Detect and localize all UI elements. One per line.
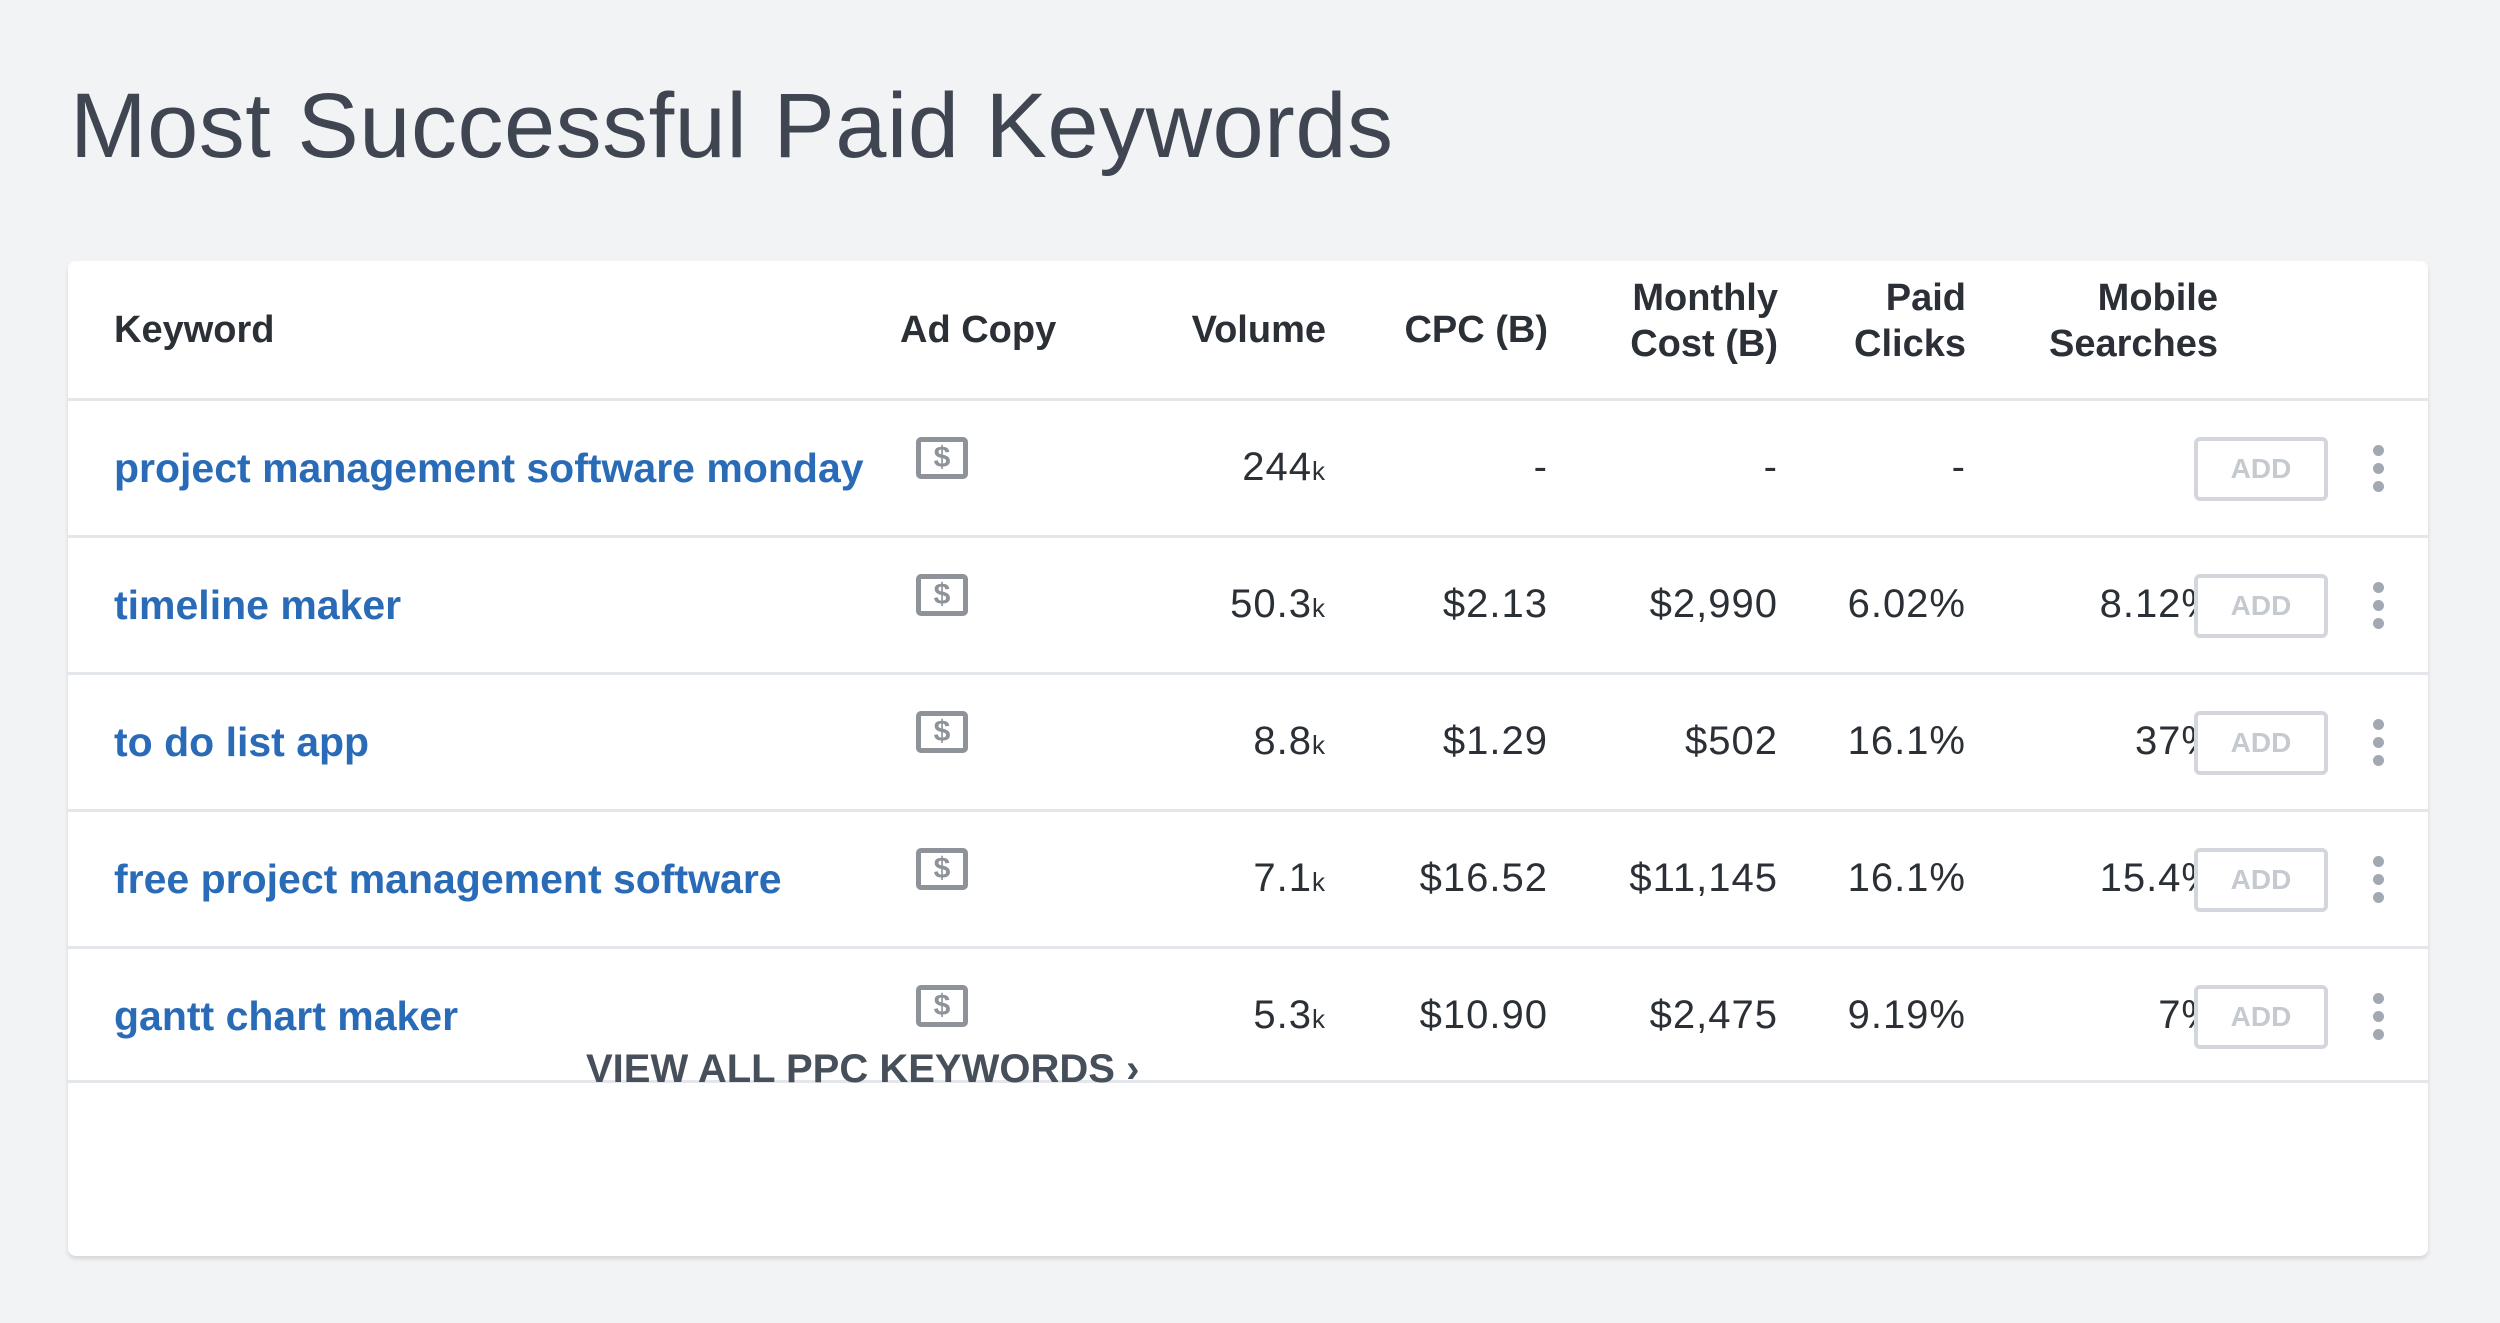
volume-unit: k: [1312, 1004, 1326, 1034]
header-paid-clicks: Paid Clicks: [1854, 275, 1966, 367]
keyword-link[interactable]: gantt chart maker: [114, 993, 459, 1039]
monthly-cost-value: $11,145: [1629, 856, 1778, 900]
table-row: to do list app $8.8k $1.29 $502 16.1% 37% ADD: [68, 675, 2428, 812]
volume-value: 5.3k: [1253, 993, 1326, 1038]
ad-copy-dollar-icon[interactable]: $: [916, 711, 968, 753]
volume-number: 5.3: [1253, 993, 1312, 1037]
header-paid-clicks-line2: Clicks: [1854, 323, 1966, 365]
cpc-value: $16.52: [1419, 856, 1548, 900]
cpc-value: $2.13: [1442, 582, 1548, 626]
volume-value: 8.8k: [1253, 719, 1326, 764]
keyword-link[interactable]: to do list app: [114, 719, 370, 765]
more-options-icon[interactable]: [2368, 582, 2388, 629]
add-keyword-button[interactable]: ADD: [2194, 711, 2328, 775]
header-volume: Volume: [1191, 309, 1326, 351]
paid-clicks-value: 16.1%: [1847, 856, 1966, 900]
header-monthly-cost: Monthly Cost (B): [1630, 275, 1778, 367]
header-monthly-cost-line2: Cost (B): [1630, 323, 1778, 365]
view-all-label: VIEW ALL PPC KEYWORDS: [586, 1047, 1115, 1091]
header-ad-copy: Ad Copy: [900, 309, 1057, 351]
add-keyword-button[interactable]: ADD: [2194, 985, 2328, 1049]
keywords-card: Keyword Ad Copy Volume CPC (B) Monthly C…: [68, 261, 2428, 1256]
view-all-ppc-keywords-link[interactable]: VIEW ALL PPC KEYWORDS ›: [586, 1047, 1139, 1092]
ad-copy-dollar-icon[interactable]: $: [916, 574, 968, 616]
volume-value: 7.1k: [1253, 856, 1326, 901]
volume-number: 7.1: [1253, 856, 1312, 900]
monthly-cost-value: $2,475: [1649, 993, 1778, 1037]
keyword-link[interactable]: free project management software: [114, 856, 782, 902]
more-options-icon[interactable]: [2368, 993, 2388, 1040]
paid-clicks-value: 6.02%: [1847, 582, 1966, 626]
header-keyword: Keyword: [114, 309, 275, 351]
add-keyword-button[interactable]: ADD: [2194, 437, 2328, 501]
paid-clicks-value: 16.1%: [1847, 719, 1966, 763]
volume-unit: k: [1312, 593, 1326, 623]
keyword-link[interactable]: project management software monday: [114, 445, 864, 491]
header-mobile-searches: Mobile Searches: [2049, 275, 2218, 367]
more-options-icon[interactable]: [2368, 445, 2388, 492]
header-mobile-searches-line1: Mobile: [2097, 277, 2218, 319]
more-options-icon[interactable]: [2368, 719, 2388, 766]
card-footer: VIEW ALL PPC KEYWORDS ›: [68, 949, 2428, 1256]
add-keyword-button[interactable]: ADD: [2194, 574, 2328, 638]
table-row: timeline maker $50.3k $2.13 $2,990 6.02% 8.12…: [68, 538, 2428, 675]
monthly-cost-value: $502: [1685, 719, 1778, 763]
volume-unit: k: [1312, 867, 1326, 897]
monthly-cost-value: $2,990: [1649, 582, 1778, 626]
cpc-value: $10.90: [1419, 993, 1548, 1037]
monthly-cost-value: -: [1763, 445, 1778, 489]
ad-copy-dollar-icon[interactable]: $: [916, 985, 968, 1027]
volume-unit: k: [1312, 456, 1326, 486]
header-cpc: CPC (B): [1404, 309, 1548, 351]
volume-value: 50.3k: [1230, 582, 1326, 627]
table-row: project management software monday $244k -…: [68, 401, 2428, 538]
paid-clicks-value: -: [1951, 445, 1966, 489]
header-mobile-searches-line2: Searches: [2048, 323, 2218, 365]
keyword-link[interactable]: timeline maker: [114, 582, 402, 628]
more-options-icon[interactable]: [2368, 856, 2388, 903]
volume-value: 244k: [1242, 445, 1326, 490]
volume-number: 244: [1242, 445, 1312, 489]
volume-unit: k: [1312, 730, 1326, 760]
chevron-right-icon: ›: [1126, 1047, 1140, 1091]
page-title: Most Successful Paid Keywords: [70, 75, 1394, 177]
ad-copy-dollar-icon[interactable]: $: [916, 848, 968, 890]
table-row: gantt chart maker $5.3k $10.90 $2,475 9.19% 7…: [68, 949, 2428, 1083]
table-row: free project management software $7.1k $16…: [68, 812, 2428, 949]
header-paid-clicks-line1: Paid: [1885, 277, 1966, 319]
ad-copy-dollar-icon[interactable]: $: [916, 437, 968, 479]
paid-clicks-value: 9.19%: [1847, 993, 1966, 1037]
volume-number: 50.3: [1230, 582, 1312, 626]
cpc-value: $1.29: [1442, 719, 1548, 763]
volume-number: 8.8: [1253, 719, 1312, 763]
table-header: Keyword Ad Copy Volume CPC (B) Monthly C…: [68, 261, 2428, 401]
add-keyword-button[interactable]: ADD: [2194, 848, 2328, 912]
cpc-value: -: [1533, 445, 1548, 489]
header-monthly-cost-line1: Monthly: [1632, 277, 1778, 319]
